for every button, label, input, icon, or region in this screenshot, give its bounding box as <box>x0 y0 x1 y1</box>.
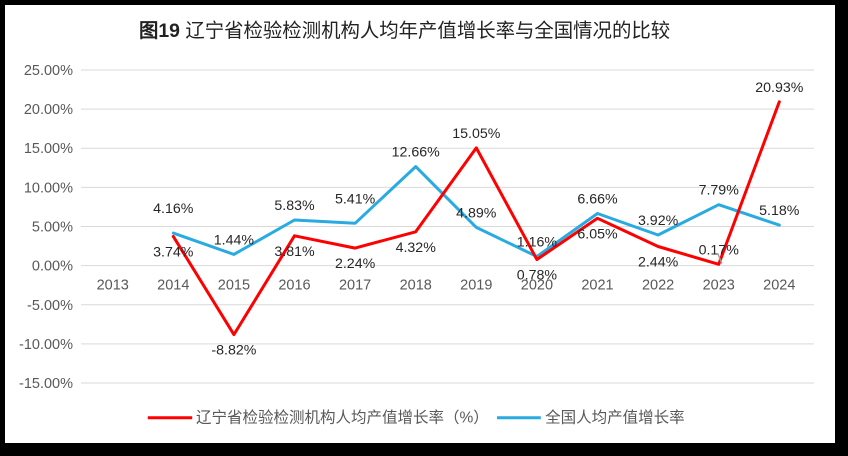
svg-text:2022: 2022 <box>642 278 674 294</box>
svg-text:5.83%: 5.83% <box>274 198 315 214</box>
svg-text:15.05%: 15.05% <box>452 126 501 142</box>
svg-text:15.00%: 15.00% <box>24 141 73 157</box>
svg-text:6.66%: 6.66% <box>577 192 618 208</box>
svg-text:20.00%: 20.00% <box>24 102 73 118</box>
svg-text:4.16%: 4.16% <box>153 201 194 217</box>
svg-text:-15.00%: -15.00% <box>19 376 73 392</box>
svg-text:2017: 2017 <box>339 278 371 294</box>
svg-text:5.18%: 5.18% <box>759 203 800 219</box>
svg-text:20.93%: 20.93% <box>755 80 804 96</box>
svg-text:3.74%: 3.74% <box>153 244 194 260</box>
svg-text:1.44%: 1.44% <box>214 232 255 248</box>
svg-text:0.78%: 0.78% <box>517 268 558 284</box>
svg-text:10.00%: 10.00% <box>24 180 73 196</box>
svg-text:6.05%: 6.05% <box>577 226 618 242</box>
svg-text:2.44%: 2.44% <box>638 255 679 271</box>
svg-text:2015: 2015 <box>218 278 250 294</box>
svg-text:-8.82%: -8.82% <box>211 343 256 359</box>
svg-text:1.16%: 1.16% <box>517 235 558 251</box>
svg-text:0.00%: 0.00% <box>32 259 73 275</box>
svg-text:3.92%: 3.92% <box>638 213 679 229</box>
svg-text:2014: 2014 <box>157 278 189 294</box>
svg-text:3.81%: 3.81% <box>274 244 315 260</box>
svg-text:2016: 2016 <box>278 278 310 294</box>
svg-text:5.41%: 5.41% <box>335 191 376 207</box>
svg-text:2023: 2023 <box>703 278 735 294</box>
svg-text:-5.00%: -5.00% <box>27 298 73 314</box>
svg-text:2.24%: 2.24% <box>335 256 376 272</box>
svg-text:-10.00%: -10.00% <box>19 337 73 353</box>
svg-text:2018: 2018 <box>400 278 432 294</box>
svg-text:12.66%: 12.66% <box>392 145 441 161</box>
svg-text:全国人均产值增长率: 全国人均产值增长率 <box>545 409 685 427</box>
svg-text:辽宁省检验检测机构人均产值增长率（%）: 辽宁省检验检测机构人均产值增长率（%） <box>196 409 489 427</box>
svg-text:4.89%: 4.89% <box>456 205 497 221</box>
svg-text:2021: 2021 <box>581 278 613 294</box>
svg-text:4.32%: 4.32% <box>396 240 437 256</box>
svg-text:25.00%: 25.00% <box>24 63 73 79</box>
svg-text:5.00%: 5.00% <box>32 220 73 236</box>
svg-text:2024: 2024 <box>763 278 795 294</box>
svg-text:7.79%: 7.79% <box>699 183 740 199</box>
svg-text:2019: 2019 <box>460 278 492 294</box>
svg-text:2013: 2013 <box>97 278 129 294</box>
